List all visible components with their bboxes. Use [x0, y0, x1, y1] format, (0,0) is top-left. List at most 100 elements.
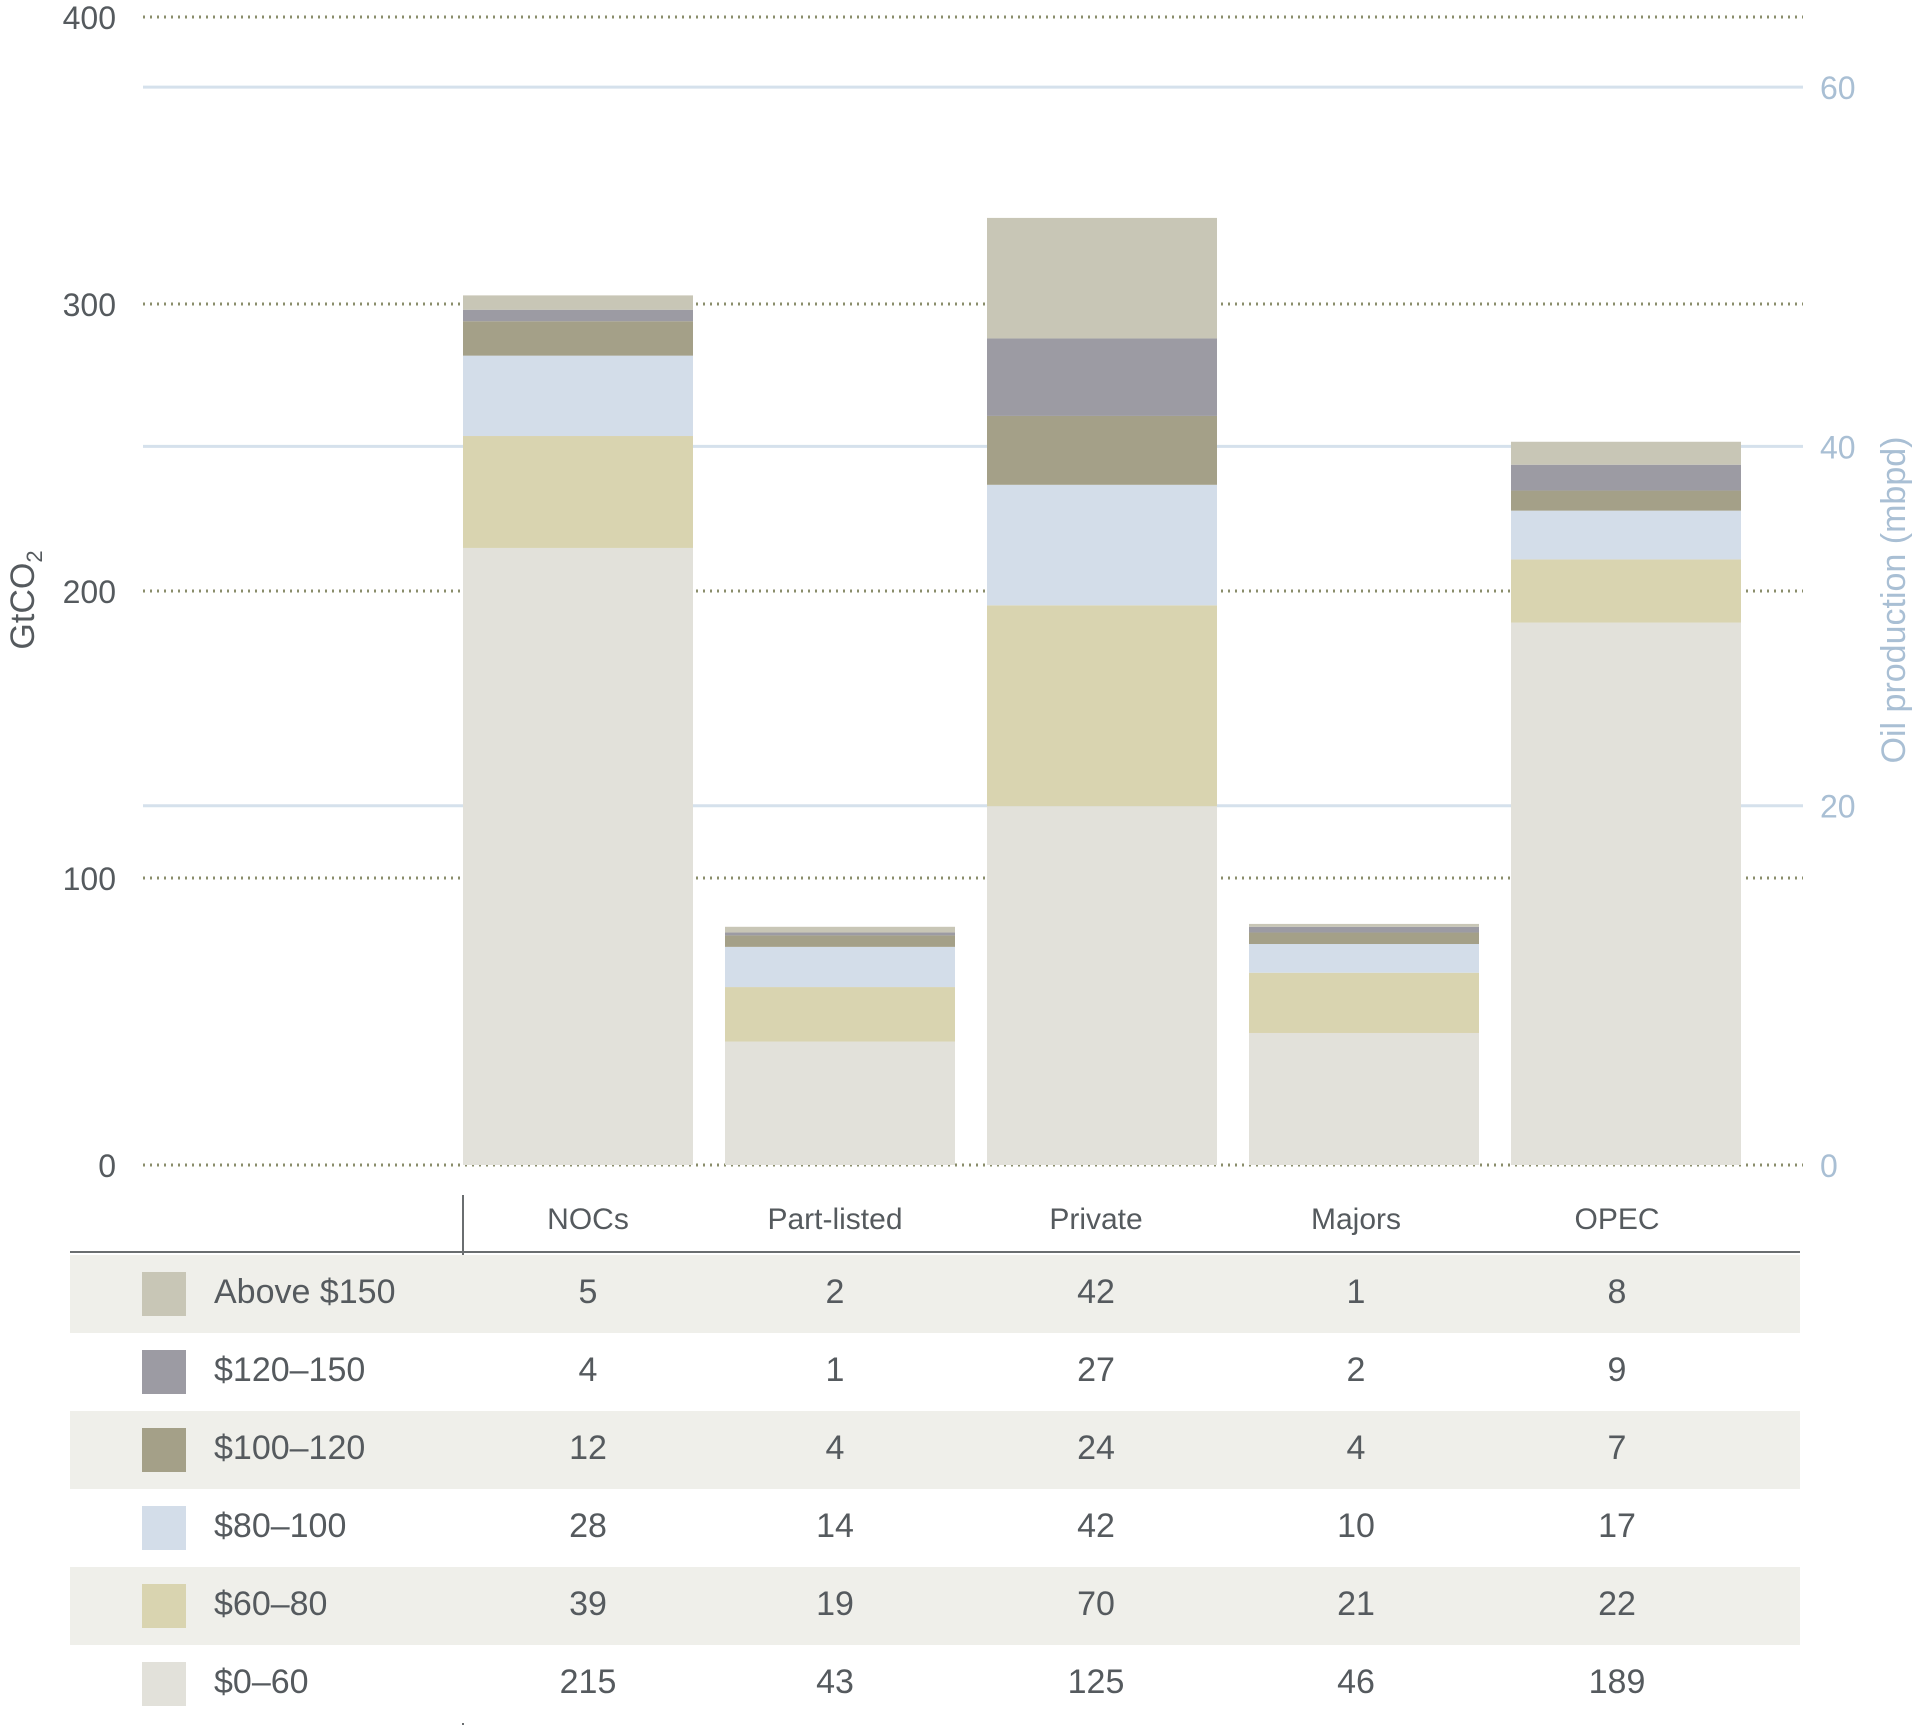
y-axis-label: GtCO2: [4, 550, 47, 649]
y-tick-label: 0: [98, 1148, 116, 1184]
bar-segment: [1511, 464, 1741, 491]
table-column-header: OPEC: [1574, 1203, 1660, 1236]
table-row: $0–60 215 43 125 46 189: [70, 1645, 1800, 1723]
table-cell: 28: [569, 1507, 607, 1545]
left-axis-tick-labels: 0 100 200 300 400: [63, 0, 116, 1184]
legend-swatch: [142, 1350, 186, 1394]
bar-segment: [725, 1041, 955, 1165]
table-cell: 2: [825, 1273, 845, 1311]
y-axis-label-main: GtCO: [4, 563, 42, 650]
bar-segment: [463, 295, 693, 310]
table-cell: 24: [1077, 1429, 1115, 1467]
bar-segment: [725, 946, 955, 988]
row-label: $120–150: [214, 1351, 366, 1389]
table-row: $120–150 4 1 27 2 9: [70, 1333, 1800, 1411]
bar-segment: [1511, 510, 1741, 560]
legend-swatch: [142, 1428, 186, 1472]
bar-segment: [987, 415, 1217, 485]
table-header-divider: [70, 1251, 1800, 1253]
table-row: $100–120 12 4 24 4 7: [70, 1411, 1800, 1489]
table-cell: 43: [816, 1663, 854, 1701]
bar-stacks: [463, 217, 1741, 1165]
bar-segment: [987, 605, 1217, 807]
bar-segment: [987, 338, 1217, 416]
y2-tick-label: 60: [1820, 70, 1856, 106]
y-tick-label: 200: [63, 574, 116, 610]
bar-segment: [463, 436, 693, 548]
table-cell: 46: [1337, 1663, 1375, 1701]
table-cell: 8: [1607, 1273, 1627, 1311]
table-cell: 27: [1077, 1351, 1115, 1389]
bar-segment: [463, 309, 693, 322]
table-cell: 42: [1077, 1507, 1115, 1545]
row-label: Above $150: [214, 1273, 396, 1311]
stacked-bar-chart: 0 100 200 300 400 0 20 40 60 GtCO2 Oil producti…: [4, 0, 1913, 1184]
y-axis-label-subscript: 2: [22, 550, 47, 562]
bar-segment: [987, 217, 1217, 339]
y2-tick-label: 20: [1820, 789, 1856, 825]
bar-segment: [1511, 441, 1741, 465]
table-cell: 4: [1346, 1429, 1366, 1467]
legend-swatch: [142, 1272, 186, 1316]
table-cell: 1: [1346, 1273, 1366, 1311]
y2-tick-label: 40: [1820, 429, 1856, 465]
bar-segment: [1249, 926, 1479, 933]
table-row: Above $150 5 2 42 1 8: [70, 1255, 1800, 1333]
table-cell: 12: [569, 1429, 607, 1467]
table-row: $60–80 39 19 70 21 22: [70, 1567, 1800, 1645]
right-axis-tick-labels: 0 20 40 60: [1820, 70, 1856, 1184]
bar-segment: [725, 935, 955, 947]
bar-segment: [987, 806, 1217, 1165]
table-cell: 70: [1077, 1585, 1115, 1623]
bar-segment: [1249, 972, 1479, 1033]
table-column-header: Part-listed: [767, 1203, 903, 1236]
row-label: $0–60: [214, 1663, 309, 1701]
bar-segment: [725, 926, 955, 933]
table-cell: 2: [1346, 1351, 1366, 1389]
y-tick-label: 400: [63, 0, 116, 36]
y2-axis-label: Oil production (mbpd): [1875, 437, 1913, 764]
bar-segment: [987, 484, 1217, 606]
y2-tick-label: 0: [1820, 1148, 1838, 1184]
table-cell: 5: [578, 1273, 598, 1311]
table-cell: 17: [1598, 1507, 1636, 1545]
bar-segment: [1511, 490, 1741, 511]
table-column-header: NOCs: [547, 1203, 629, 1236]
row-label: $60–80: [214, 1585, 328, 1623]
table-cell: 125: [1067, 1663, 1125, 1701]
bar-segment: [1249, 1032, 1479, 1165]
legend-swatch: [142, 1662, 186, 1706]
bar-segment: [1511, 622, 1741, 1165]
bar-segment: [725, 987, 955, 1042]
y-tick-label: 100: [63, 861, 116, 897]
table-cell: 1: [825, 1351, 845, 1389]
table-cell: 19: [816, 1585, 854, 1623]
y-tick-label: 300: [63, 287, 116, 323]
table-cell: 14: [816, 1507, 854, 1545]
table-cell: 10: [1337, 1507, 1375, 1545]
table-row: $80–100 28 14 42 10 17: [70, 1489, 1800, 1567]
bar-segment: [463, 547, 693, 1165]
table-cell: 215: [559, 1663, 617, 1701]
table-cell: 9: [1607, 1351, 1627, 1389]
row-label: $100–120: [214, 1429, 366, 1467]
bar-segment: [1249, 944, 1479, 973]
table-cell: 39: [569, 1585, 607, 1623]
legend-swatch: [142, 1584, 186, 1628]
row-label: $80–100: [214, 1507, 347, 1545]
bar-segment: [1249, 932, 1479, 945]
legend-swatch: [142, 1506, 186, 1550]
bar-segment: [463, 355, 693, 437]
table-cell: 42: [1077, 1273, 1115, 1311]
bar-segment: [1511, 559, 1741, 623]
table-cell: 189: [1588, 1663, 1646, 1701]
bar-segment: [1249, 923, 1479, 927]
table-column-header: Private: [1049, 1203, 1143, 1236]
bar-segment: [463, 321, 693, 356]
table-cell: 7: [1607, 1429, 1627, 1467]
table-column-header: Majors: [1310, 1203, 1401, 1236]
table-cell: 4: [825, 1429, 845, 1467]
bar-segment: [725, 932, 955, 936]
table-cell: 21: [1337, 1585, 1375, 1623]
table-cell: 22: [1598, 1585, 1636, 1623]
